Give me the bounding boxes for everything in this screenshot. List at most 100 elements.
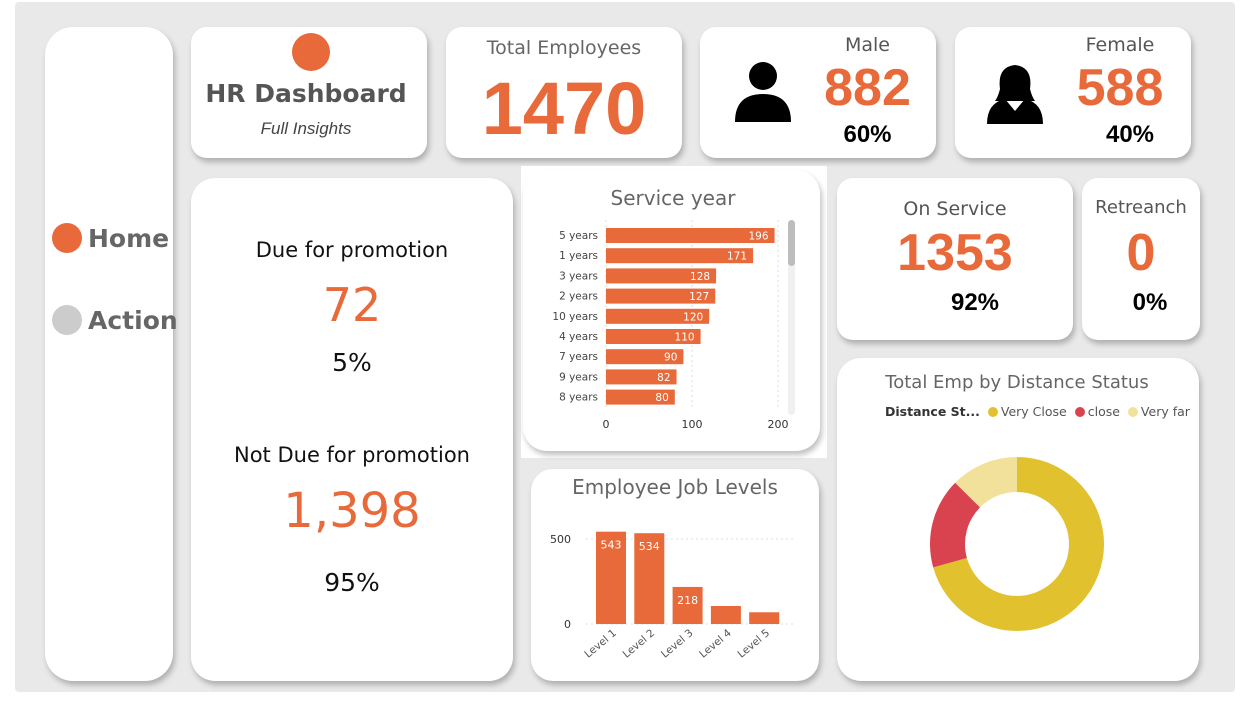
- on-service-card: On Service 1353 92%: [837, 178, 1073, 340]
- female-pct: 40%: [1105, 121, 1155, 148]
- job-levels-card: Employee Job Levels 0 500 543 Level 1 534 Lev…: [531, 469, 819, 681]
- retreanch-pct: 0%: [1132, 289, 1168, 316]
- service-year-data-label: 196: [749, 231, 769, 243]
- total-employees-value: 1470: [481, 67, 647, 150]
- service-year-data-label: 127: [689, 291, 709, 303]
- distance-legend: Distance St... Very Close close Very far: [885, 404, 1190, 419]
- job-levels-category-label: Level 4: [697, 627, 734, 661]
- service-year-category-label: 2 years: [559, 291, 598, 303]
- nav-item-home[interactable]: Home: [52, 223, 169, 253]
- service-year-data-label: 82: [657, 372, 670, 384]
- male-pct: 60%: [843, 121, 892, 148]
- service-year-category-label: 7 years: [559, 351, 598, 363]
- not-due-promotion-label: Not Due for promotion: [234, 443, 470, 467]
- service-year-chart: 0 100 200 5 years 196 1 years 171 3 years 128 2 y…: [552, 220, 789, 431]
- service-year-bar: [606, 308, 710, 324]
- job-levels-data-label: 534: [639, 540, 660, 553]
- legend-label-very-close[interactable]: Very Close: [1000, 404, 1067, 419]
- due-promotion-label: Due for promotion: [255, 238, 449, 262]
- page-title: HR Dashboard: [205, 79, 407, 108]
- on-service-pct: 92%: [950, 289, 1000, 316]
- retreanch-card: Retreanch 0 0%: [1082, 178, 1200, 340]
- distance-title: Total Emp by Distance Status: [885, 372, 1149, 393]
- male-label: Male: [844, 34, 890, 56]
- job-levels-data-label: 543: [601, 539, 622, 552]
- service-year-data-label: 171: [727, 251, 747, 263]
- distance-slice-very-close: [933, 457, 1104, 631]
- retreanch-value: 0: [1126, 224, 1156, 282]
- service-year-bar: [606, 329, 701, 344]
- legend-title: Distance St...: [885, 404, 980, 419]
- service-year-bar: [606, 268, 717, 284]
- female-label: Female: [1085, 34, 1155, 56]
- not-due-promotion-pct: 95%: [324, 568, 380, 597]
- female-person-icon: [987, 65, 1043, 124]
- nav-label-action: Action: [88, 305, 178, 335]
- job-levels-ytick: 500: [550, 533, 571, 546]
- service-year-bar: [606, 288, 716, 304]
- service-year-scrollbar[interactable]: [788, 220, 795, 415]
- service-year-category-label: 9 years: [559, 371, 598, 383]
- home-dot-icon: [52, 223, 82, 253]
- job-levels-bar: [596, 531, 626, 624]
- logo-dot-icon: [292, 33, 330, 71]
- total-employees-label: Total Employees: [486, 37, 642, 59]
- service-year-xtick: 100: [682, 418, 703, 431]
- total-employees-card: Total Employees 1470: [446, 27, 682, 158]
- job-levels-bar: [749, 612, 780, 624]
- service-year-xtick: 0: [603, 418, 610, 431]
- sidebar: [45, 27, 173, 681]
- service-year-category-label: 3 years: [559, 270, 598, 282]
- service-year-category-label: 8 years: [559, 392, 598, 404]
- service-year-data-label: 120: [683, 311, 703, 323]
- service-year-category-label: 10 years: [552, 311, 598, 323]
- service-year-data-label: 80: [655, 392, 668, 404]
- promotion-card: Due for promotion 72 5% Not Due for prom…: [191, 178, 513, 681]
- job-levels-bar: [672, 586, 703, 624]
- action-dot-icon: [52, 305, 82, 335]
- job-levels-title: Employee Job Levels: [572, 475, 778, 499]
- service-year-bar: [606, 248, 754, 264]
- service-year-category-label: 4 years: [559, 331, 598, 343]
- on-service-value: 1353: [897, 224, 1013, 282]
- job-levels-category-label: Level 3: [659, 627, 696, 660]
- distance-card: Total Emp by Distance Status Distance St…: [837, 358, 1199, 681]
- distance-donut-chart: [930, 457, 1104, 631]
- on-service-label: On Service: [903, 198, 1007, 220]
- job-levels-bar: [710, 605, 741, 624]
- service-year-category-label: 5 years: [559, 230, 598, 242]
- service-year-xtick: 200: [768, 418, 789, 431]
- female-value: 588: [1076, 59, 1164, 117]
- legend-dot-close: [1074, 406, 1085, 417]
- legend-dot-very-close: [987, 406, 998, 417]
- job-levels-data-label: 218: [677, 594, 698, 607]
- due-promotion-value: 72: [322, 278, 382, 332]
- service-year-data-label: 90: [664, 352, 677, 364]
- not-due-promotion-value: 1,398: [283, 483, 421, 539]
- male-card: Male 882 60%: [700, 27, 936, 158]
- legend-dot-very-far: [1127, 406, 1138, 417]
- service-year-scrollbar-thumb[interactable]: [788, 220, 795, 266]
- service-year-data-label: 110: [675, 332, 695, 344]
- due-promotion-pct: 5%: [332, 348, 372, 377]
- retreanch-label: Retreanch: [1095, 197, 1187, 218]
- service-year-data-label: 128: [690, 271, 710, 283]
- job-levels-category-label: Level 2: [621, 627, 658, 660]
- distance-slice-close: [930, 482, 981, 568]
- service-year-bar: [606, 389, 675, 405]
- male-value: 882: [824, 59, 911, 117]
- page-subtitle: Full Insights: [260, 119, 352, 138]
- distance-slice-very-far: [955, 457, 1017, 508]
- service-year-bar: [606, 349, 684, 365]
- legend-label-close[interactable]: close: [1087, 404, 1120, 419]
- service-year-category-label: 1 years: [559, 250, 598, 262]
- job-levels-bar: [634, 533, 665, 624]
- legend-label-very-far[interactable]: Very far: [1140, 404, 1190, 419]
- service-year-title: Service year: [610, 186, 736, 210]
- service-year-card: Service year 0 100 200 5 years 196 1 years 171…: [523, 170, 820, 451]
- job-levels-category-label: Level 1: [582, 627, 619, 660]
- female-card: Female 588 40%: [955, 27, 1191, 158]
- job-levels-category-label: Level 5: [736, 627, 773, 660]
- nav-item-action[interactable]: Action: [52, 305, 178, 335]
